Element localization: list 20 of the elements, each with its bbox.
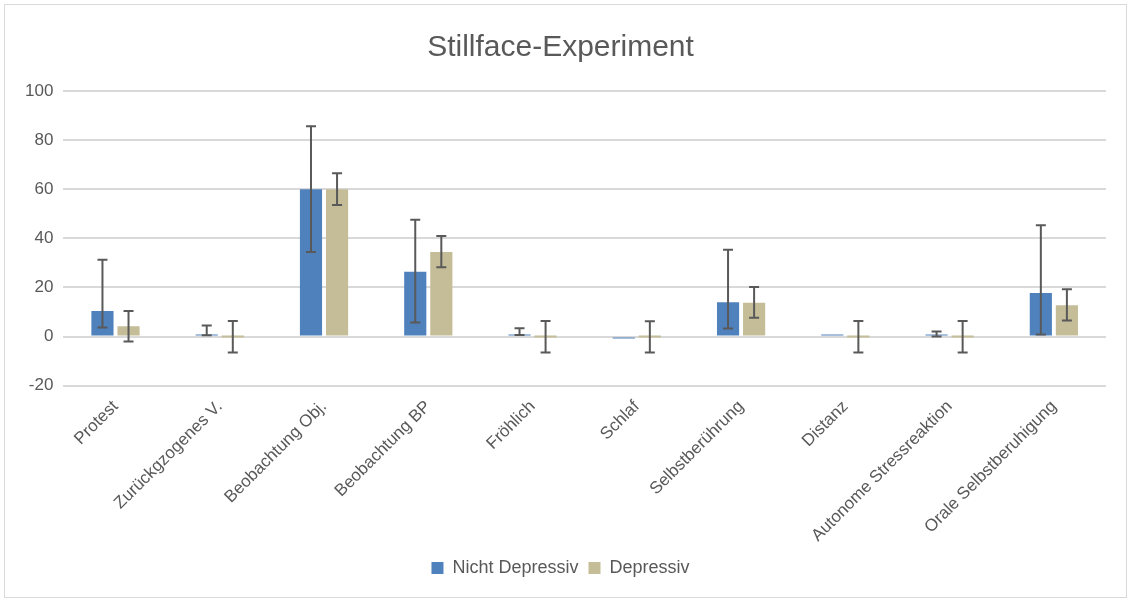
- y-tick-label: 60: [34, 178, 54, 198]
- y-tick-label: 80: [34, 129, 54, 149]
- y-tick-label: 40: [34, 227, 54, 247]
- bar: [716, 302, 740, 336]
- y-tick-label: 100: [24, 80, 54, 100]
- y-tick-label: -20: [28, 375, 54, 395]
- bar: [325, 189, 349, 336]
- bar: [743, 302, 766, 336]
- bar: [299, 189, 323, 336]
- bar: [430, 252, 453, 336]
- y-tick-label: 0: [43, 326, 54, 346]
- legend-label: Depressiv: [609, 556, 690, 577]
- bar: [1029, 293, 1052, 336]
- bar: [91, 310, 114, 336]
- bar: [404, 271, 427, 336]
- bar: [1055, 305, 1078, 336]
- chart-title: Stillface-Experiment: [427, 29, 695, 63]
- y-tick-label: 20: [34, 277, 54, 297]
- legend-label: Nicht Depressiv: [452, 556, 579, 577]
- bar: [117, 326, 140, 336]
